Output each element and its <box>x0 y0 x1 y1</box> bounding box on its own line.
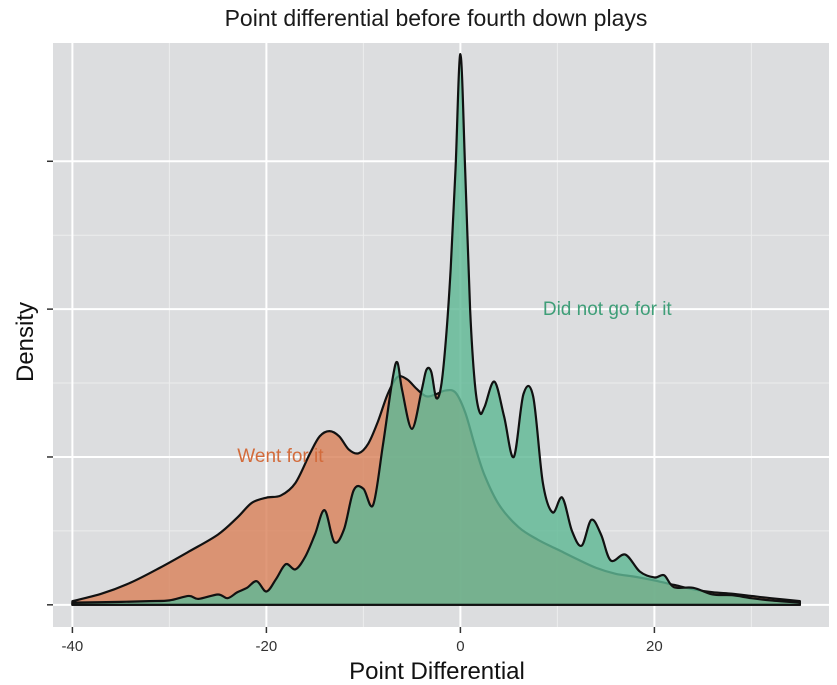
series-label-went-for-it: Went for it <box>237 446 324 467</box>
x-axis: -40 -20 0 20 <box>62 627 663 655</box>
x-axis-title: Point Differential <box>349 658 525 685</box>
x-tick-label: 20 <box>646 638 663 655</box>
density-area-did-not-go-for-it <box>71 52 801 606</box>
series-annotations: Went for it Did not go for it <box>237 299 672 467</box>
y-axis-title: Density <box>12 302 39 382</box>
x-tick-label: -40 <box>62 638 84 655</box>
y-axis <box>47 160 53 606</box>
x-tick-label: 0 <box>456 638 464 655</box>
x-tick-label: -20 <box>256 638 278 655</box>
series-label-did-not-go-for-it: Did not go for it <box>543 299 673 320</box>
density-areas <box>71 52 801 606</box>
chart-title: Point differential before fourth down pl… <box>225 5 648 31</box>
